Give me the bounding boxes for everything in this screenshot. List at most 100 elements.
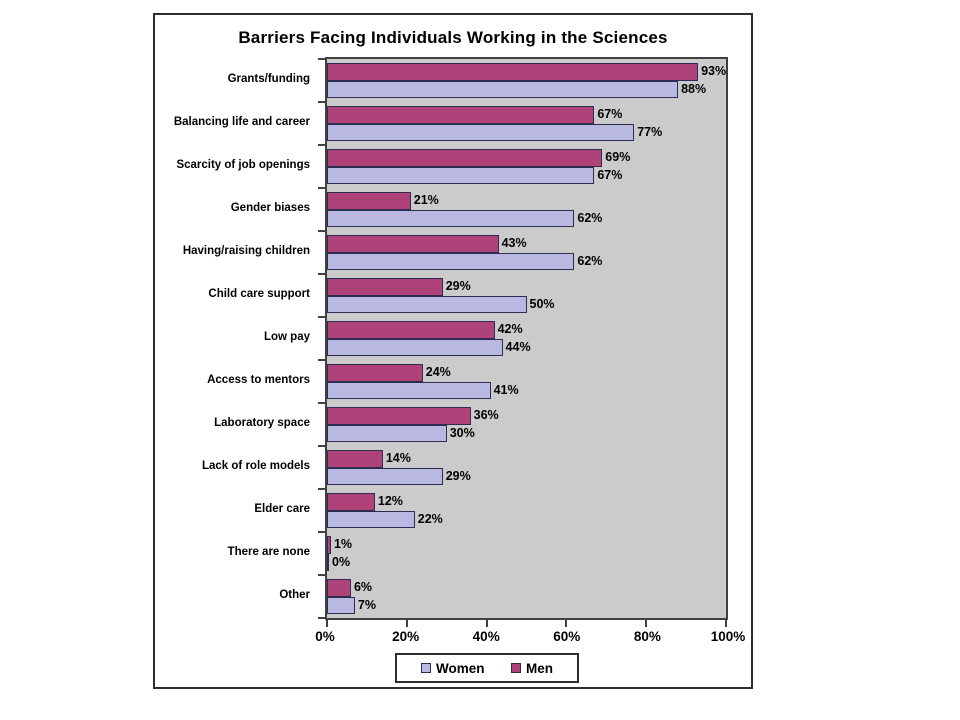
value-label: 41%: [493, 382, 519, 397]
value-label: 6%: [353, 580, 373, 595]
bar-line: 0%: [327, 553, 726, 571]
value-label: 69%: [605, 150, 631, 165]
bar-group: 69% 67%: [327, 145, 726, 188]
women-bar: [327, 123, 635, 141]
bar-line: 41%: [327, 381, 726, 399]
y-axis-tick: [318, 359, 327, 361]
bar-line: 62%: [327, 209, 726, 227]
men-bar: [327, 321, 495, 339]
men-bar: [327, 278, 443, 296]
chart-title: Barriers Facing Individuals Working in t…: [238, 28, 668, 47]
value-label: 50%: [529, 296, 555, 311]
women-bar: [327, 209, 575, 227]
value-label: 67%: [597, 167, 623, 182]
bar-line: 24%: [327, 364, 726, 382]
men-bar: [327, 192, 411, 210]
value-label: 44%: [505, 339, 531, 354]
value-label: 22%: [417, 511, 443, 526]
bar-group: 6% 7%: [327, 575, 726, 618]
women-bar: [327, 467, 443, 485]
legend-swatch-icon: [511, 663, 521, 673]
category-label: Lack of role models: [201, 459, 310, 472]
bar-line: 30%: [327, 424, 726, 442]
women-bar: [327, 80, 679, 98]
y-axis-tick: [318, 144, 327, 146]
bar-line: 44%: [327, 338, 726, 356]
men-bar: [327, 63, 699, 81]
category-label: Scarcity of job openings: [176, 158, 310, 171]
legend-item-men: Men: [511, 661, 553, 676]
bar-line: 14%: [327, 450, 726, 468]
bar-line: 22%: [327, 510, 726, 528]
bar-group: 29% 50%: [327, 274, 726, 317]
value-label: 7%: [357, 597, 376, 612]
bar-line: 77%: [327, 123, 726, 141]
value-label: 14%: [385, 451, 411, 466]
women-bar: [327, 510, 415, 528]
x-tick-label: 20%: [392, 629, 420, 644]
bar-line: 62%: [327, 252, 726, 270]
category-label: Having/raising children: [182, 244, 310, 257]
y-axis-tick: [318, 488, 327, 490]
bar-line: 42%: [327, 321, 726, 339]
value-label: 21%: [413, 193, 439, 208]
value-label: 1%: [333, 537, 353, 552]
category-label: Grants/funding: [227, 72, 310, 85]
value-label: 29%: [445, 279, 471, 294]
bar-line: 43%: [327, 235, 726, 253]
bar-line: 69%: [327, 149, 726, 167]
bar-group: 14% 29%: [327, 446, 726, 489]
x-axis-tick: [725, 618, 727, 627]
plot-area: 93% 88% 67% 77% 69% 67% 21% 62% 43% 62% 29% 50% 42% 4…: [318, 57, 728, 627]
y-axis-tick: [318, 187, 327, 189]
women-bar: [327, 381, 491, 399]
x-tick-label: 80%: [633, 629, 661, 644]
value-label: 62%: [577, 253, 603, 268]
bar-group: 43% 62%: [327, 231, 726, 274]
value-label: 67%: [597, 107, 623, 122]
x-tick-label: 60%: [553, 629, 581, 644]
value-label: 93%: [701, 64, 727, 79]
y-axis-tick: [318, 617, 327, 619]
legend-label: Men: [526, 660, 553, 676]
value-label: 0%: [332, 554, 351, 569]
bar-group: 67% 77%: [327, 102, 726, 145]
bar-line: 36%: [327, 407, 726, 425]
legend: Women Men: [395, 653, 579, 683]
men-bar: [327, 450, 383, 468]
legend-swatch-icon: [421, 663, 431, 673]
bar-group: 12% 22%: [327, 489, 726, 532]
bar-group: 36% 30%: [327, 403, 726, 446]
men-bar: [327, 407, 471, 425]
legend-label: Women: [436, 660, 485, 676]
bar-group: 42% 44%: [327, 317, 726, 360]
women-bar: [327, 424, 447, 442]
women-bar: [327, 252, 575, 270]
value-label: 24%: [425, 365, 451, 380]
y-axis-tick: [318, 101, 327, 103]
bar-line: 93%: [327, 63, 727, 81]
y-axis-tick: [318, 58, 327, 60]
men-bar: [327, 579, 351, 597]
women-bar: [327, 596, 355, 614]
y-axis-tick: [318, 273, 327, 275]
category-label: Laboratory space: [214, 416, 310, 429]
women-bar: [327, 295, 527, 313]
women-bar: [327, 553, 329, 571]
value-label: 42%: [497, 322, 523, 337]
bar-line: 21%: [327, 192, 726, 210]
y-axis-tick: [318, 230, 327, 232]
value-label: 36%: [473, 408, 499, 423]
category-label: Elder care: [254, 502, 310, 515]
bar-line: 29%: [327, 467, 726, 485]
value-label: 77%: [637, 124, 663, 139]
bar-group: 1% 0%: [327, 532, 726, 575]
y-axis-tick: [318, 531, 327, 533]
bar-line: 7%: [327, 596, 726, 614]
men-bar: [327, 106, 595, 124]
category-label: Gender biases: [230, 201, 310, 214]
x-tick-label: 100%: [710, 629, 746, 644]
y-axis-tick: [318, 445, 327, 447]
bar-line: 67%: [327, 166, 726, 184]
bar-group: 24% 41%: [327, 360, 726, 403]
